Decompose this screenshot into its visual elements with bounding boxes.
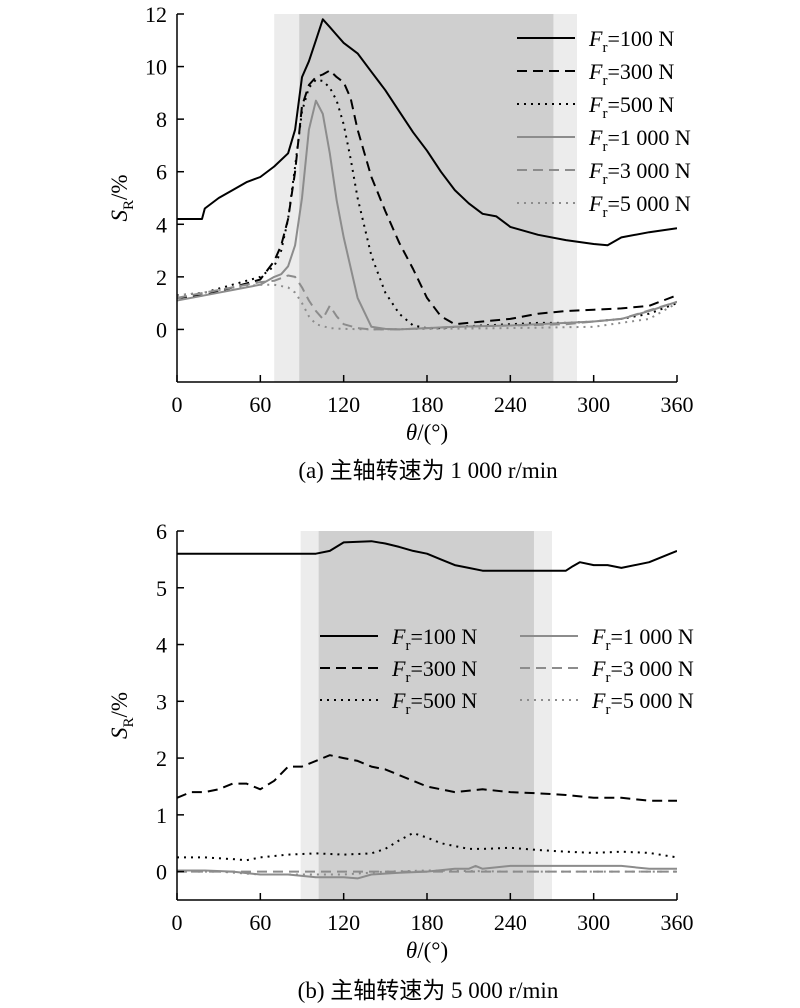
series-line-5 (177, 274, 677, 331)
x-axis-label: θ/(°) (406, 420, 448, 445)
y-tick-label: 10 (145, 55, 167, 80)
shaded-region-2 (318, 531, 534, 900)
legend-label-4: Fr=1 000 N (588, 125, 691, 155)
legend-label-2: Fr=300 N (588, 59, 674, 89)
series-line-3 (177, 78, 677, 330)
y-tick-label: 1 (156, 803, 167, 828)
x-tick-label: 360 (661, 392, 694, 417)
y-tick-label: 0 (156, 317, 167, 342)
y-axis-label: SR/% (107, 692, 137, 739)
legend-label-1: Fr=100 N (391, 624, 477, 654)
x-tick-label: 180 (411, 910, 444, 935)
x-tick-label: 120 (327, 392, 360, 417)
y-tick-label: 4 (156, 212, 167, 237)
y-tick-label: 5 (156, 576, 167, 601)
y-tick-label: 3 (156, 689, 167, 714)
legend-label-2: Fr=300 N (391, 656, 477, 686)
x-tick-label: 300 (577, 392, 610, 417)
x-tick-label: 240 (494, 392, 527, 417)
legend-label-1: Fr=100 N (588, 26, 674, 56)
y-tick-label: 0 (156, 860, 167, 885)
panel-caption: (b) 主轴转速为 5 000 r/min (298, 978, 559, 1003)
legend-label-5: Fr=3 000 N (588, 158, 691, 188)
x-tick-label: 60 (249, 910, 271, 935)
x-axis-label: θ/(°) (406, 938, 448, 963)
series-line-2 (177, 754, 677, 802)
series-line-1 (177, 540, 677, 572)
panel-caption: (a) 主轴转速为 1 000 r/min (298, 458, 558, 483)
y-tick-label: 2 (156, 746, 167, 771)
x-tick-label: 180 (411, 392, 444, 417)
x-tick-label: 300 (577, 910, 610, 935)
x-tick-label: 0 (172, 392, 183, 417)
y-tick-label: 2 (156, 265, 167, 290)
x-tick-label: 360 (661, 910, 694, 935)
series-line-1 (177, 18, 677, 247)
y-tick-label: 12 (145, 2, 167, 27)
series-line-2 (177, 69, 677, 326)
series-line-4 (177, 864, 677, 880)
y-tick-label: 6 (156, 160, 167, 185)
legend-label-4: Fr=1 000 N (591, 624, 694, 654)
legend-label-5: Fr=3 000 N (591, 656, 694, 686)
legend-label-6: Fr=5 000 N (591, 688, 694, 718)
legend-label-3: Fr=500 N (391, 688, 477, 718)
legend: Fr=100 NFr=300 NFr=500 NFr=1 000 NFr=3 0… (517, 26, 691, 221)
y-tick-label: 4 (156, 633, 167, 658)
series-line-4 (177, 99, 677, 331)
y-axis-label: SR/% (107, 174, 137, 221)
y-tick-label: 6 (156, 519, 167, 544)
shaded-region-2 (299, 14, 554, 382)
y-tick-label: 8 (156, 107, 167, 132)
x-tick-label: 60 (249, 392, 271, 417)
legend-label-6: Fr=5 000 N (588, 191, 691, 221)
legend: Fr=100 NFr=300 NFr=500 N Fr=1 000 NFr=3 0… (320, 624, 694, 718)
x-tick-label: 240 (494, 910, 527, 935)
legend-label-3: Fr=500 N (588, 92, 674, 122)
x-tick-label: 120 (327, 910, 360, 935)
x-tick-label: 0 (172, 910, 183, 935)
